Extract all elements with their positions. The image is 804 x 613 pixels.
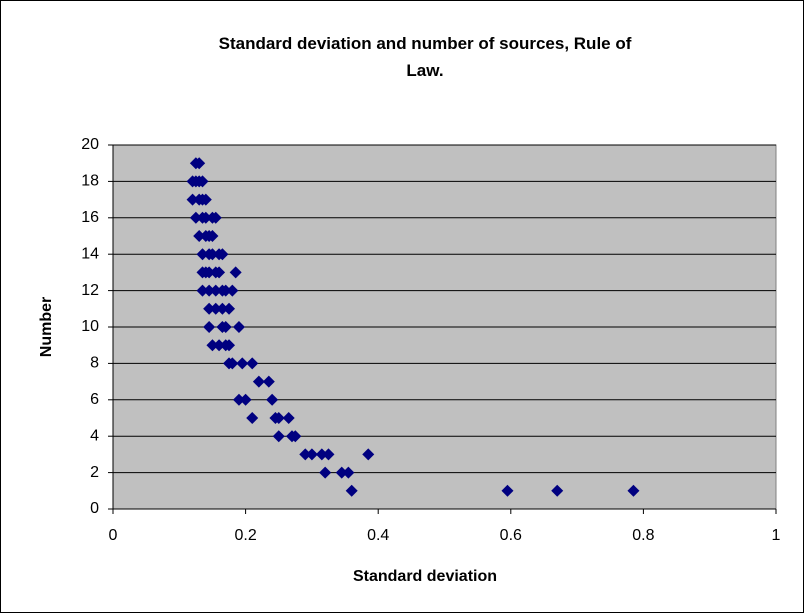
point	[315, 448, 328, 461]
point	[206, 248, 219, 261]
point	[266, 393, 279, 406]
point	[193, 230, 206, 242]
point	[193, 157, 206, 170]
y-tick-label: 10	[81, 318, 99, 335]
point	[216, 248, 229, 261]
point	[627, 484, 640, 497]
point	[236, 357, 249, 370]
point	[219, 284, 232, 297]
point	[232, 393, 245, 406]
x-tick-label: 0.8	[632, 527, 654, 544]
point	[252, 375, 265, 388]
point	[199, 211, 212, 224]
point	[239, 393, 252, 406]
point	[216, 302, 229, 315]
point	[226, 357, 239, 370]
point	[206, 339, 219, 352]
x-axis-label: Standard deviation	[353, 568, 497, 585]
point	[246, 412, 259, 424]
point	[209, 211, 222, 224]
x-tick-label: 0	[109, 527, 118, 544]
point	[213, 339, 226, 352]
y-tick-label: 4	[90, 427, 99, 444]
point	[362, 448, 375, 461]
point	[223, 302, 236, 315]
y-tick-label: 14	[81, 245, 99, 262]
point	[262, 375, 275, 388]
point	[203, 302, 216, 315]
point	[232, 321, 245, 333]
point	[203, 321, 216, 333]
y-axis-label: Number	[38, 297, 55, 357]
point	[299, 448, 312, 461]
point	[213, 266, 226, 279]
point	[289, 430, 302, 443]
point	[551, 484, 564, 497]
point	[246, 357, 259, 370]
point	[203, 284, 216, 297]
point	[189, 211, 202, 224]
point	[305, 448, 318, 461]
y-tick-label: 2	[90, 464, 99, 481]
y-tick-label: 12	[81, 282, 99, 299]
point	[501, 484, 514, 497]
point	[196, 284, 209, 297]
point	[223, 339, 236, 352]
point	[219, 321, 232, 333]
point	[196, 175, 209, 188]
point	[186, 193, 199, 206]
point	[272, 412, 285, 424]
x-tick-label: 0.4	[367, 527, 389, 544]
y-tick-label: 18	[81, 173, 99, 190]
x-tick-label: 0.2	[234, 527, 256, 544]
point	[209, 302, 222, 315]
y-tick-label: 16	[81, 209, 99, 226]
point	[342, 466, 355, 479]
point	[206, 230, 219, 242]
point	[335, 466, 348, 479]
x-tick-label: 0.6	[500, 527, 522, 544]
y-tick-label: 20	[81, 136, 99, 153]
point	[319, 466, 332, 479]
y-tick-label: 6	[90, 391, 99, 408]
point	[209, 284, 222, 297]
point	[199, 193, 212, 206]
chart-title: Standard deviation and number of sources…	[218, 34, 632, 80]
point	[226, 284, 239, 297]
x-tick-label: 1	[772, 527, 781, 544]
point	[196, 248, 209, 261]
point	[322, 448, 335, 461]
y-tick-label: 8	[90, 355, 99, 372]
y-tick-label: 0	[90, 500, 99, 517]
point	[229, 266, 242, 279]
point	[282, 412, 295, 424]
point	[203, 266, 216, 279]
point	[272, 430, 285, 443]
point	[345, 484, 358, 497]
